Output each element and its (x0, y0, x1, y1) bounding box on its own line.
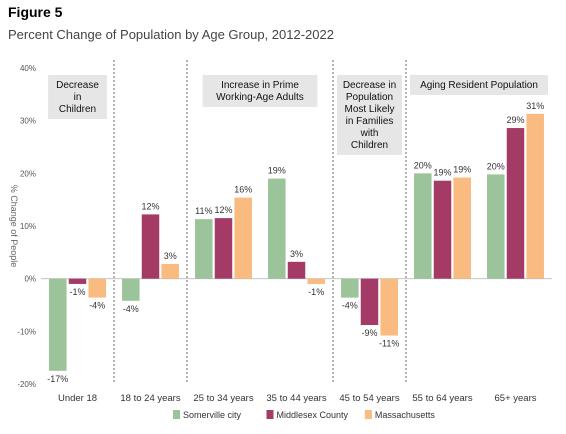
y-tick-label: -20% (17, 380, 36, 389)
x-tick-label: Under 18 (58, 393, 97, 404)
bar (526, 113, 544, 279)
data-label: 20% (487, 161, 505, 171)
annotation-text: Increase in Prime (221, 80, 299, 91)
bar (307, 278, 325, 284)
data-label: -1% (69, 287, 85, 297)
annotation-text: Decrease in (343, 80, 396, 91)
data-label: -17% (47, 374, 68, 384)
annotation-text: with (360, 128, 379, 139)
y-tick-label: -10% (17, 327, 36, 336)
data-label: 11% (195, 206, 212, 216)
annotation-text: in Families (346, 116, 394, 127)
annotation-text: Aging Resident Population (420, 80, 538, 91)
legend-label: Massachusetts (375, 410, 436, 420)
data-label: 20% (414, 160, 432, 170)
annotation-box (410, 75, 548, 95)
x-tick-label: 45 to 54 years (339, 393, 399, 404)
x-tick-label: 65+ years (495, 393, 537, 404)
bar (287, 261, 306, 279)
data-label: -4% (123, 304, 139, 314)
bar (214, 218, 233, 279)
bar (433, 180, 452, 279)
bar (49, 278, 67, 371)
bar (506, 128, 525, 279)
y-tick-label: 10% (20, 222, 36, 231)
bar (453, 177, 471, 279)
data-label: 3% (290, 249, 303, 259)
data-label: -9% (361, 328, 377, 338)
y-tick-label: 30% (20, 117, 36, 126)
data-label: 19% (268, 166, 286, 176)
data-label: -4% (89, 301, 105, 311)
data-label: -1% (308, 287, 324, 297)
bar (122, 278, 140, 301)
data-label: 19% (453, 165, 471, 175)
bar (268, 178, 286, 279)
bar (234, 197, 252, 279)
bar (414, 173, 432, 279)
annotation-box (337, 75, 402, 155)
y-tick-label: 40% (20, 64, 36, 73)
bar (360, 278, 379, 326)
annotation-text: Working-Age Adults (216, 92, 304, 103)
bar (141, 214, 160, 279)
data-label: 29% (506, 115, 524, 125)
bar (68, 278, 87, 284)
y-tick-label: 20% (20, 169, 36, 178)
data-label: 19% (433, 168, 451, 178)
y-tick-label: 0% (24, 275, 36, 284)
annotation-box (48, 75, 107, 119)
data-label: -11% (379, 339, 399, 349)
x-tick-label: 55 to 64 years (412, 393, 472, 404)
annotation-text: in (74, 92, 82, 103)
x-tick-label: 35 to 44 years (266, 393, 326, 404)
bar (341, 278, 359, 298)
data-label: 12% (141, 201, 159, 211)
y-axis-title: % Change of People (9, 185, 19, 268)
legend-label: Middlesex County (277, 410, 349, 420)
x-tick-label: 25 to 34 years (193, 393, 253, 404)
annotation-text: Population (346, 92, 393, 103)
annotation-box (202, 75, 318, 107)
bar (380, 278, 398, 336)
annotation-text: Children (351, 140, 388, 151)
data-label: 31% (526, 101, 544, 111)
annotation-text: Most Likely (344, 104, 394, 115)
chart-title: Percent Change of Population by Age Grou… (8, 27, 334, 42)
legend-swatch (266, 410, 274, 419)
bar (195, 219, 213, 279)
x-tick-label: 18 to 24 years (120, 393, 180, 404)
figure-label: Figure 5 (8, 4, 63, 20)
data-label: 3% (164, 251, 177, 261)
legend-label: Somerville city (183, 410, 242, 420)
annotation-text: Decrease (56, 80, 99, 91)
data-label: 12% (214, 205, 232, 215)
data-label: 16% (234, 185, 252, 195)
annotation-text: Children (59, 104, 96, 115)
legend-swatch (173, 410, 180, 419)
bar (88, 278, 106, 298)
legend-swatch (364, 410, 372, 419)
bar (161, 263, 179, 279)
bar (487, 174, 505, 279)
data-label: -4% (342, 301, 358, 311)
